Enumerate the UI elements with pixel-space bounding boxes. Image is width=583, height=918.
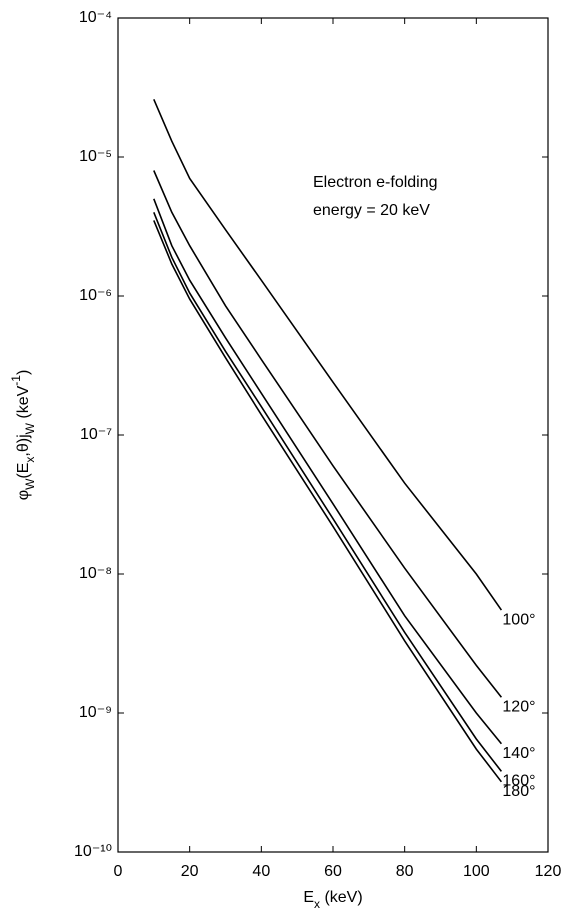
y-tick-label: 10⁻⁸ — [79, 565, 112, 582]
y-axis-label-part: ,θ)j — [15, 434, 32, 456]
series-label: 140° — [502, 745, 535, 762]
y-axis-label-part: x — [23, 457, 37, 463]
series-line — [153, 212, 503, 772]
y-axis-label-part: φ — [15, 490, 32, 500]
series-line — [153, 98, 503, 611]
annotation: Electron e-folding — [313, 174, 438, 191]
annotation: energy = 20 keV — [313, 202, 430, 219]
x-tick-label: 20 — [181, 863, 199, 880]
series-label: 180° — [502, 783, 535, 800]
y-axis-label-part: (keV — [15, 385, 32, 423]
x-axis-label: Ex (keV) — [303, 889, 362, 911]
plot-frame — [117, 17, 549, 853]
y-tick-label: 10⁻⁴ — [79, 9, 112, 26]
series-line — [153, 220, 503, 783]
y-axis-label-part: W — [23, 478, 37, 490]
x-tick-label: 40 — [252, 863, 270, 880]
x-axis-label-part: x — [314, 897, 320, 911]
y-axis-label-part: (E — [15, 463, 32, 479]
x-tick-label: 80 — [396, 863, 414, 880]
y-axis-label-part: W — [23, 422, 37, 434]
y-axis-label-part: ) — [15, 370, 32, 375]
x-tick-label: 100 — [463, 863, 490, 880]
series-label: 100° — [502, 611, 535, 628]
series-label: 120° — [502, 698, 535, 715]
y-tick-label: 10⁻⁶ — [79, 287, 112, 304]
x-tick-label: 120 — [535, 863, 562, 880]
y-tick-label: 10⁻⁷ — [80, 426, 112, 443]
y-tick-label: 10⁻⁵ — [79, 148, 112, 165]
series-line — [153, 170, 503, 698]
y-tick-label: 10⁻⁹ — [79, 704, 112, 721]
series-label: 160° — [502, 773, 535, 790]
x-axis-label-part: E — [303, 889, 314, 906]
series-line — [153, 198, 503, 745]
x-tick-label: 60 — [324, 863, 342, 880]
x-tick-label: 0 — [114, 863, 123, 880]
x-axis-label-part: (keV) — [320, 889, 363, 906]
y-tick-label: 10⁻¹⁰ — [74, 843, 112, 860]
y-axis-label: φW(Ex,θ)jW (keV-1) — [9, 370, 37, 501]
y-axis-label-part: -1 — [9, 375, 23, 386]
